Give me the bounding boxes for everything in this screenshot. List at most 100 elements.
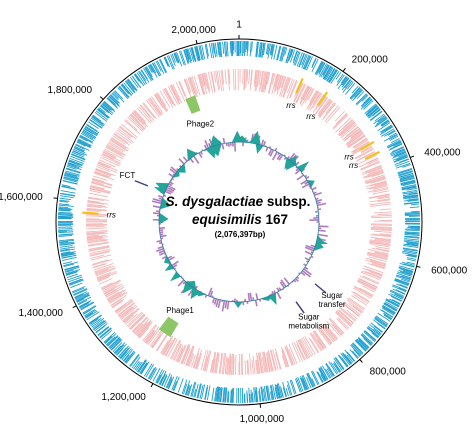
gc-bar	[300, 271, 306, 277]
cds-outer-mark	[97, 326, 109, 336]
cds-outer-mark	[190, 47, 195, 60]
cds-inner-mark	[352, 305, 363, 313]
cds-inner-mark	[103, 283, 123, 295]
cds-outer-mark	[302, 54, 310, 70]
gc-bar	[171, 260, 179, 267]
cds-outer-mark	[391, 285, 407, 293]
cds-inner-mark	[370, 236, 392, 241]
cds-outer-mark	[383, 313, 393, 320]
gc-bar	[301, 183, 310, 189]
cds-inner-mark	[368, 193, 390, 199]
cds-inner-mark	[88, 192, 108, 198]
cds-outer-mark	[59, 245, 73, 248]
cds-outer-mark	[67, 274, 82, 281]
cds-outer-mark	[246, 390, 248, 403]
cds-inner-mark	[317, 327, 332, 345]
cds-inner-mark	[346, 297, 365, 311]
cds-outer-mark	[79, 134, 93, 143]
position-label: 800,000	[370, 366, 407, 377]
gc-bar	[152, 198, 162, 203]
rrs-label: rrs	[306, 112, 315, 121]
cds-outer-mark	[299, 377, 306, 391]
cds-outer-mark	[405, 254, 417, 258]
cds-inner-mark	[370, 227, 392, 229]
cds-inner-mark	[332, 114, 349, 130]
cds-outer-mark	[398, 170, 413, 176]
cds-outer-mark	[398, 266, 414, 272]
cds-inner-mark	[187, 77, 196, 98]
cds-inner-mark	[89, 251, 111, 257]
cds-outer-mark	[270, 44, 274, 56]
cds-inner-mark	[202, 73, 206, 86]
cds-outer-mark	[372, 319, 386, 329]
cds-outer-mark	[124, 352, 134, 364]
cds-outer-mark	[387, 130, 396, 136]
gc-bar	[247, 293, 251, 302]
gc-bar	[152, 212, 160, 215]
cds-inner-mark	[115, 299, 133, 314]
cds-outer-mark	[79, 301, 91, 308]
cds-outer-mark	[360, 334, 373, 346]
cds-outer-mark	[75, 293, 90, 301]
cds-outer-mark	[392, 154, 408, 161]
cds-outer-mark	[77, 299, 87, 306]
cds-inner-mark	[329, 317, 345, 334]
cds-outer-mark	[377, 323, 386, 330]
cds-inner-mark	[274, 74, 281, 93]
cds-inner-mark	[234, 69, 237, 91]
cds-outer-mark	[320, 373, 325, 382]
cds-inner-mark	[224, 69, 227, 84]
cds-inner-mark	[313, 92, 321, 104]
cds-inner-mark	[314, 330, 327, 348]
cds-outer-mark	[276, 383, 282, 399]
gc-skew-peak	[297, 161, 310, 173]
cds-outer-mark	[79, 135, 94, 144]
cds-inner-mark	[369, 181, 387, 187]
cds-inner-mark	[309, 91, 319, 106]
cds-inner-mark	[358, 157, 379, 168]
cds-outer-mark	[272, 384, 277, 400]
organism-subspecies: equisimilis	[192, 212, 262, 227]
cds-outer-mark	[166, 376, 173, 389]
cds-outer-mark	[145, 66, 154, 81]
cds-inner-mark	[302, 86, 311, 101]
cds-outer-mark	[249, 393, 251, 403]
cds-outer-mark	[131, 356, 141, 369]
cds-outer-mark	[90, 117, 104, 127]
cds-outer-mark	[152, 368, 161, 382]
outer-cds-track	[57, 40, 421, 404]
gc-bar	[258, 299, 262, 302]
cds-inner-mark	[367, 186, 389, 193]
cds-inner-mark	[175, 82, 186, 102]
cds-outer-mark	[73, 288, 88, 296]
cds-outer-mark	[70, 282, 83, 289]
cds-inner-mark	[129, 314, 146, 330]
cds-outer-mark	[156, 374, 162, 384]
cds-inner-mark	[377, 213, 392, 216]
cds-inner-mark	[274, 73, 279, 88]
phage-label: Phage1	[166, 306, 194, 315]
cds-outer-mark	[385, 299, 399, 308]
cds-inner-mark	[254, 70, 258, 92]
cds-inner-mark	[178, 344, 187, 363]
cds-outer-mark	[204, 384, 208, 400]
cds-inner-mark	[360, 271, 381, 281]
cds-outer-mark	[58, 203, 70, 206]
cds-outer-mark	[65, 168, 81, 174]
cds-inner-mark	[371, 233, 392, 237]
cds-outer-mark	[381, 120, 390, 127]
cds-outer-mark	[265, 385, 269, 401]
cds-outer-mark	[85, 125, 99, 135]
cds-outer-mark	[72, 150, 85, 156]
cds-outer-mark	[346, 351, 356, 362]
cds-inner-mark	[111, 298, 125, 308]
cds-outer-mark	[344, 79, 352, 89]
gc-skew-peak	[164, 263, 175, 272]
cds-outer-mark	[220, 387, 223, 403]
gc-bar	[279, 281, 285, 289]
cds-outer-mark	[330, 70, 340, 84]
cds-outer-mark	[270, 391, 273, 401]
cds-outer-mark	[395, 162, 411, 169]
cds-outer-mark	[353, 349, 361, 357]
cds-outer-mark	[222, 41, 225, 54]
